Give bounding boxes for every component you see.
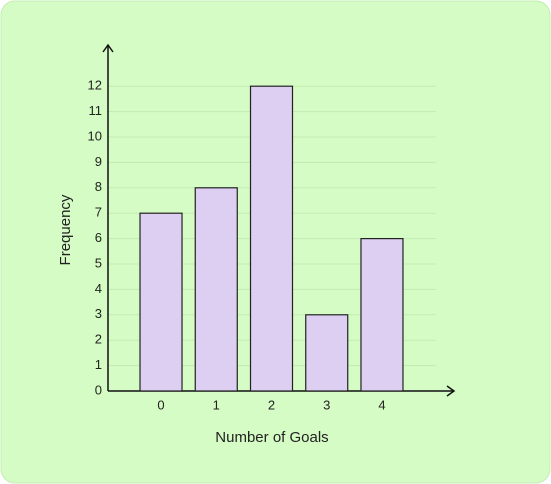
y-tick-label: 1 — [95, 357, 102, 372]
y-tick-label: 6 — [95, 230, 102, 245]
y-tick-label: 8 — [95, 179, 102, 194]
bar — [360, 238, 404, 392]
y-tick-label: 12 — [88, 78, 102, 93]
x-tick-label: 0 — [157, 397, 164, 412]
bar — [249, 85, 294, 392]
x-tick-label: 1 — [213, 397, 220, 412]
y-axis-arrow — [102, 43, 114, 53]
bar — [305, 314, 349, 392]
y-tick-label: 0 — [95, 382, 102, 397]
y-tick-label: 9 — [95, 154, 102, 169]
x-axis-title: Number of Goals — [215, 429, 328, 446]
y-tick-label: 5 — [95, 255, 102, 270]
y-tick-label: 11 — [89, 103, 103, 118]
x-tick-label: 3 — [323, 397, 330, 412]
x-tick-label: 2 — [268, 397, 275, 412]
y-tick-label: 3 — [95, 306, 102, 321]
y-axis-title: Frequency — [57, 194, 74, 265]
y-tick-label: 4 — [95, 281, 102, 296]
bar — [194, 187, 238, 392]
x-tick-label: 4 — [378, 397, 385, 412]
y-tick-label: 10 — [88, 128, 102, 143]
y-tick-label: 7 — [95, 205, 102, 220]
bar — [139, 212, 183, 392]
x-axis-arrow — [446, 385, 456, 397]
y-tick-label: 2 — [95, 332, 102, 347]
